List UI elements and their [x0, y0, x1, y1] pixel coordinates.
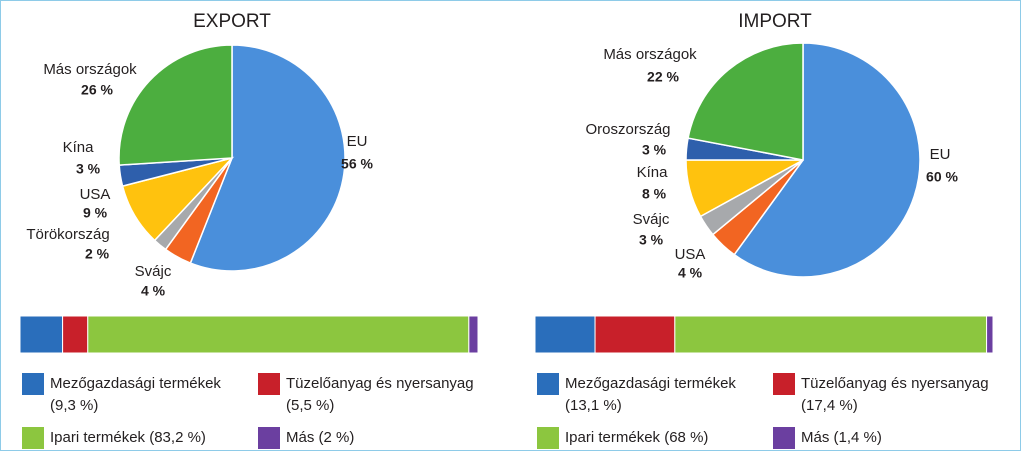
slice-label: Svájc [633, 211, 670, 228]
legend-swatch [258, 373, 280, 395]
legend-value-label: (1,4 %) [834, 429, 882, 446]
legend-swatch [773, 373, 795, 395]
legend-label: Mezőgazdasági termékek [50, 375, 221, 392]
chart-title: IMPORT [738, 11, 812, 32]
bar-segment [534, 315, 596, 354]
slice-value-label: 3 % [639, 232, 664, 248]
legend-label: Ipari termékek [565, 429, 661, 446]
legend-label: Ipari termékek [50, 429, 146, 446]
slice-label: Kína [63, 139, 95, 156]
legend-swatch [22, 427, 44, 449]
slice-value-label: 2 % [85, 246, 110, 262]
bar-segment [468, 315, 479, 354]
bar-segment [19, 315, 64, 354]
legend-value-label: (17,4 %) [801, 397, 858, 414]
slice-value-label: 4 % [678, 265, 703, 281]
legend-swatch [258, 427, 280, 449]
slice-value-label: 26 % [81, 82, 113, 98]
slice-label: Törökország [26, 226, 109, 243]
legend-swatch [537, 373, 559, 395]
bar-segment [62, 315, 89, 354]
slice-value-label: 4 % [141, 283, 166, 299]
bar-segment [594, 315, 676, 354]
legend-value-label: (13,1 %) [565, 397, 622, 414]
legend-entry: Ipari termékek (83,2 %) [50, 429, 206, 446]
slice-value-label: 8 % [642, 186, 667, 202]
chart-title: EXPORT [193, 11, 271, 32]
bar-segment [986, 315, 994, 354]
slice-label: Oroszország [585, 121, 670, 138]
legend-label: Mezőgazdasági termékek [565, 375, 736, 392]
legend-value-label: (2 %) [319, 429, 355, 446]
legend-label: Tüzelőanyag és nyersanyag [286, 375, 474, 392]
slice-value-label: 56 % [341, 156, 373, 172]
bar-segment [87, 315, 470, 354]
pie-slice [118, 44, 233, 166]
slice-value-label: 22 % [647, 69, 679, 85]
slice-label: Svájc [135, 263, 172, 280]
legend-entry: Más (1,4 %) [801, 429, 882, 446]
slice-value-label: 9 % [83, 205, 108, 221]
legend-label: Tüzelőanyag és nyersanyag [801, 375, 989, 392]
slice-label: EU [347, 133, 368, 150]
legend-entry: Ipari termékek (68 %) [565, 429, 708, 446]
slice-value-label: 60 % [926, 169, 958, 185]
slice-label: USA [675, 246, 706, 263]
slice-label: Kína [637, 164, 669, 181]
legend-value-label: (9,3 %) [50, 397, 98, 414]
legend-swatch [22, 373, 44, 395]
pie-slice [733, 42, 921, 278]
pie-slice [189, 44, 346, 272]
legend-swatch [773, 427, 795, 449]
slice-value-label: 3 % [76, 161, 101, 177]
slice-label: USA [80, 186, 111, 203]
bar-segment [674, 315, 988, 354]
legend-value-label: (68 %) [664, 429, 708, 446]
legend-swatch [537, 427, 559, 449]
slice-label: Más országok [603, 46, 697, 63]
legend-value-label: (83,2 %) [149, 429, 206, 446]
slice-value-label: 3 % [642, 142, 667, 158]
legend-label: Más [286, 429, 314, 446]
pie-slice [687, 42, 804, 161]
legend-value-label: (5,5 %) [286, 397, 334, 414]
slice-label: EU [930, 146, 951, 163]
slice-label: Más országok [43, 61, 137, 78]
legend-label: Más [801, 429, 829, 446]
legend-entry: Más (2 %) [286, 429, 354, 446]
